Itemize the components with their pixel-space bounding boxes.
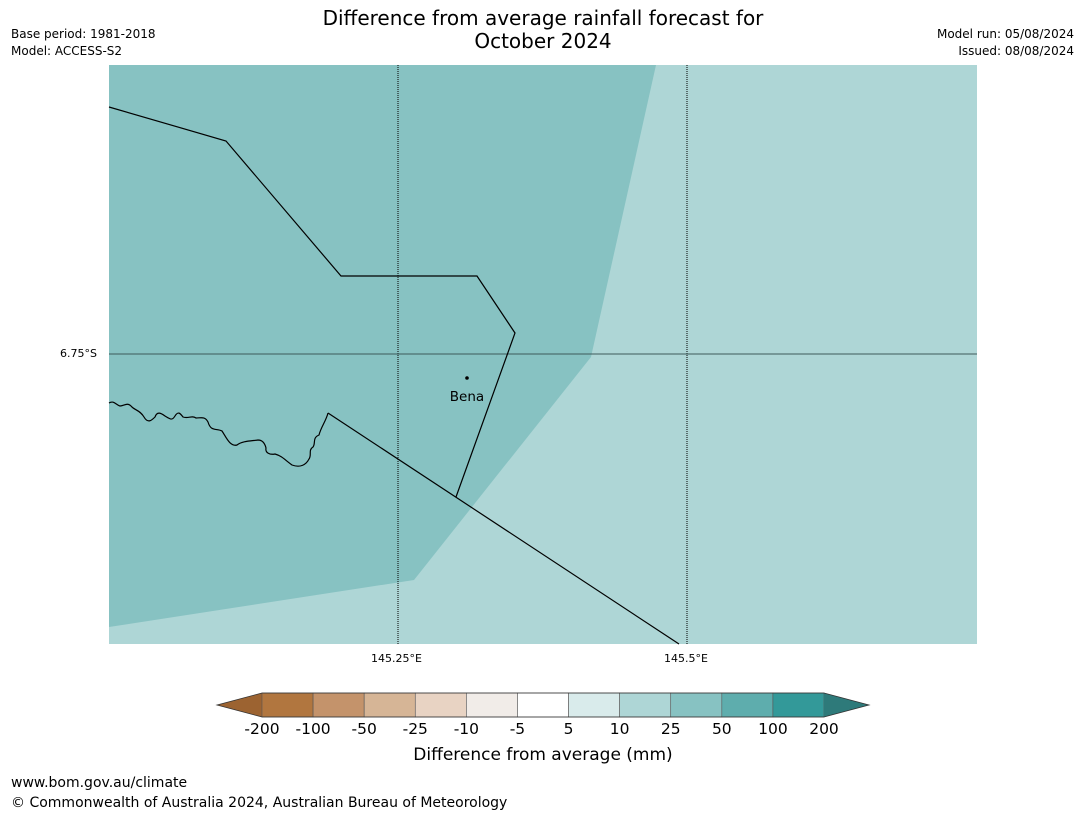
colorbar-border	[215, 692, 871, 718]
colorbar-tick-label: 200	[809, 720, 839, 738]
colorbar-cell	[772, 692, 825, 718]
longitude-label-145-25: 145.25°E	[371, 652, 422, 665]
colorbar-tick-label: 100	[758, 720, 788, 738]
base-info: Base period: 1981-2018 Model: ACCESS-S2	[11, 26, 156, 60]
colorbar-tick-label: 10	[609, 720, 630, 738]
colorbar-outline	[215, 692, 871, 718]
map-title: Difference from average rainfall forecas…	[243, 7, 843, 53]
colorbar-cell	[670, 692, 723, 718]
title-line-2: October 2024	[474, 29, 612, 53]
colorbar-tick-label: -100	[295, 720, 331, 738]
issued-date: Issued: 08/08/2024	[958, 44, 1074, 58]
colorbar-cell	[363, 692, 416, 718]
colorbar-tick-label: -10	[453, 720, 480, 738]
colorbar-cell	[517, 692, 569, 718]
colorbar-tick-label: 5	[563, 720, 574, 738]
place-label-bena: Bena	[450, 389, 484, 405]
colorbar-title: Difference from average (mm)	[413, 745, 673, 765]
colorbar-cell	[466, 692, 518, 718]
colorbar-tick-label: 50	[711, 720, 732, 738]
latitude-label: 6.75°S	[60, 347, 97, 360]
bena-marker	[465, 376, 469, 380]
footer-url[interactable]: www.bom.gov.au/climate	[11, 775, 188, 791]
forecast-region-25-50	[109, 65, 656, 627]
base-period: Base period: 1981-2018	[11, 27, 156, 41]
colorbar-tick-labels: -200 -100 -50 -25 -10 -5 5 10 25 50 100 200	[0, 720, 1085, 740]
longitude-label-145-5: 145.5°E	[664, 652, 708, 665]
colorbar-tick-label: -200	[244, 720, 280, 738]
river-line	[108, 401, 329, 467]
colorbar-tick-label: -25	[402, 720, 428, 738]
colorbar-tick-label: -5	[509, 720, 526, 738]
model-name: Model: ACCESS-S2	[11, 44, 123, 58]
province-boundary-south	[327, 412, 680, 645]
colorbar-extend-high	[824, 693, 869, 717]
colorbar-cell	[619, 692, 672, 718]
footer-copyright: © Commonwealth of Australia 2024, Austra…	[11, 795, 508, 811]
colorbar-tick-label: 25	[660, 720, 681, 738]
colorbar	[215, 692, 871, 718]
colorbar-cells	[261, 692, 825, 718]
run-info: Model run: 05/08/2024 Issued: 08/08/2024	[937, 26, 1074, 60]
colorbar-cell	[261, 692, 314, 718]
colorbar-tick-label: -50	[351, 720, 377, 738]
colorbar-cell	[721, 692, 774, 718]
colorbar-cell	[312, 692, 365, 718]
colorbar-extend-low	[217, 693, 262, 717]
province-boundary	[108, 106, 516, 498]
model-run: Model run: 05/08/2024	[936, 27, 1074, 41]
colorbar-cell	[568, 692, 620, 718]
title-line-1: Difference from average rainfall forecas…	[322, 6, 764, 30]
colorbar-cell	[414, 692, 467, 718]
